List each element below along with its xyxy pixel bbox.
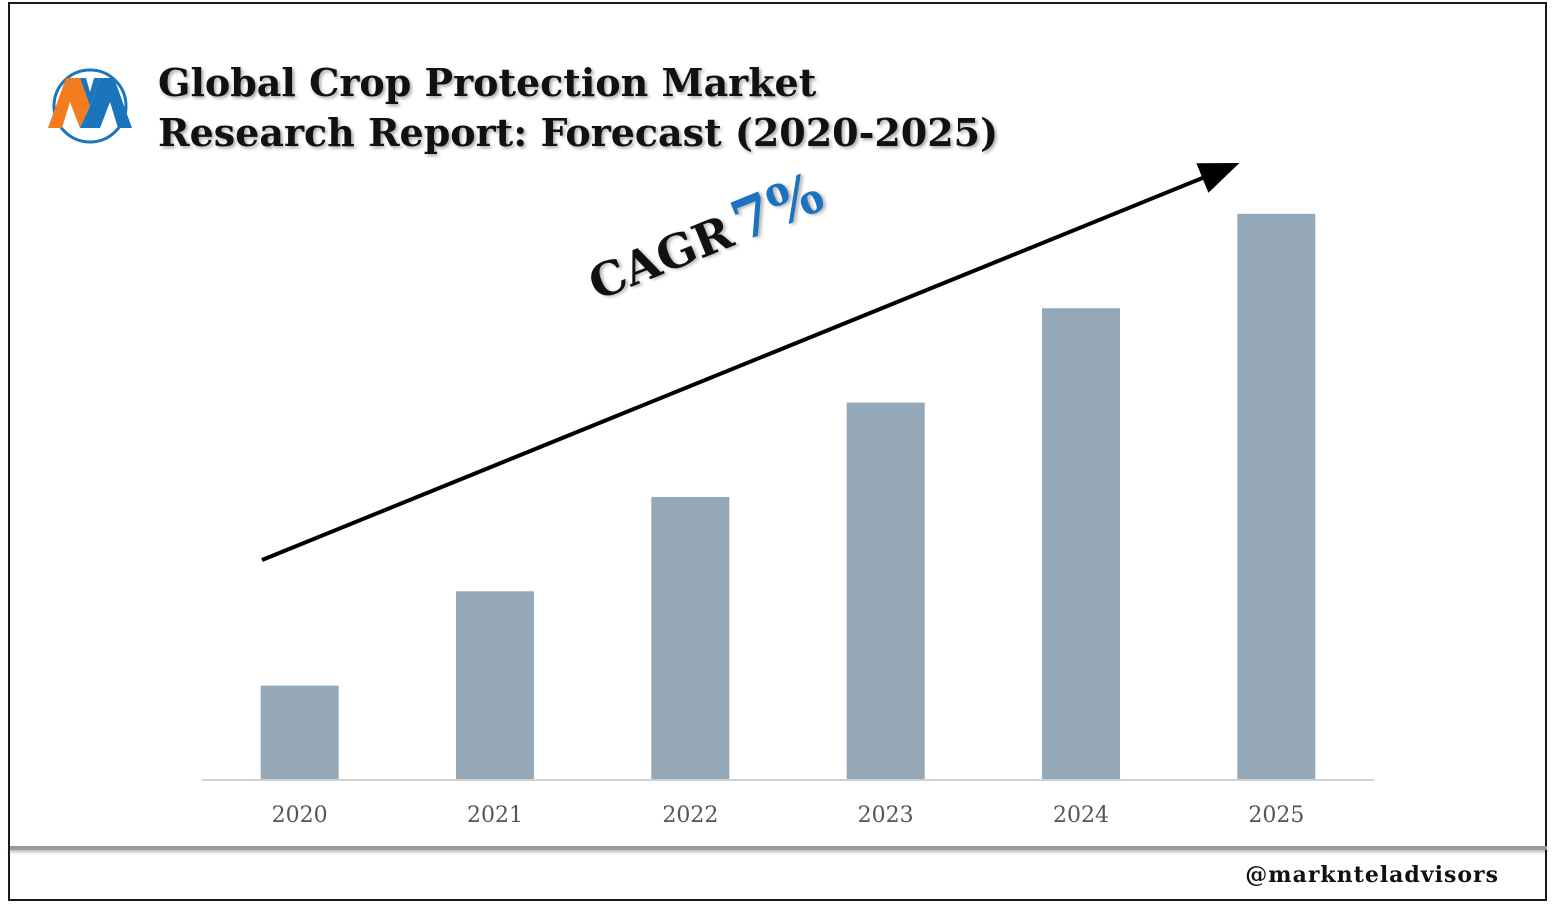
bar-2025 xyxy=(1237,213,1316,780)
x-tick-label-2022: 2022 xyxy=(662,803,718,828)
x-tick-label-2024: 2024 xyxy=(1053,803,1109,828)
watermark-handle: @marknteladvisors xyxy=(1245,862,1499,888)
bar-2020 xyxy=(260,685,339,780)
footer-divider xyxy=(10,846,1547,850)
x-tick-label-2020: 2020 xyxy=(272,803,328,828)
x-tick-label-2025: 2025 xyxy=(1248,803,1304,828)
page-title: Global Crop Protection Market Research R… xyxy=(158,58,998,158)
x-tick-label-2021: 2021 xyxy=(467,803,523,828)
bar-2022 xyxy=(651,496,730,780)
bar-2023 xyxy=(846,402,925,780)
bar-2024 xyxy=(1042,308,1120,780)
markntel-logo-icon xyxy=(48,68,132,144)
title-line-1: Global Crop Protection Market xyxy=(158,60,817,105)
bar-2021 xyxy=(456,591,534,780)
x-tick-label-2023: 2023 xyxy=(858,803,914,828)
trend-arrow xyxy=(261,162,1240,562)
title-line-2: Research Report: Forecast (2020-2025) xyxy=(158,110,999,155)
